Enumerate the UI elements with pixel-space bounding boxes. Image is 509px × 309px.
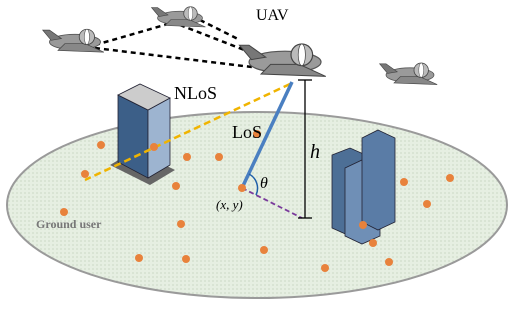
uav-icon	[239, 44, 325, 76]
uav-icon	[152, 7, 206, 27]
uav-icon	[43, 29, 104, 52]
building	[110, 84, 175, 185]
diagram: UAV NLoS LoS h θ (x, y) Ground user	[0, 0, 509, 309]
uav-links	[95, 20, 265, 68]
height-label: h	[310, 141, 320, 163]
target-user	[238, 184, 246, 192]
uav-label: UAV	[256, 7, 289, 24]
ground-user-label: Ground user	[36, 217, 102, 231]
position-label: (x, y)	[216, 197, 243, 212]
angle-label: θ	[260, 175, 268, 192]
los-label: LoS	[232, 122, 262, 142]
uav-icon	[380, 63, 438, 85]
nlos-label: NLoS	[174, 83, 217, 103]
